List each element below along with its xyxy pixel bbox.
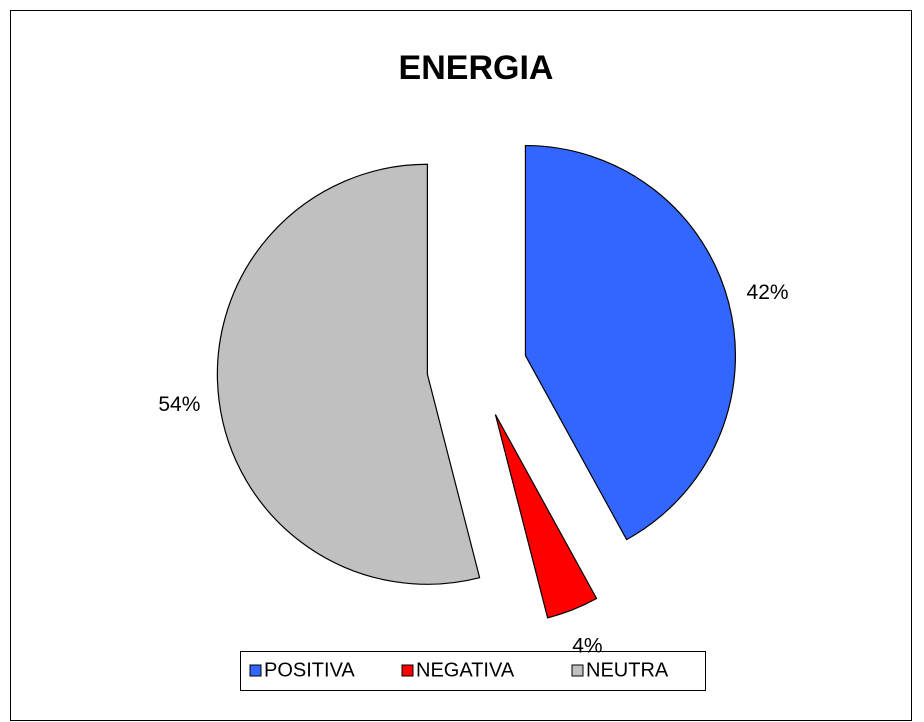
legend-swatch — [571, 664, 584, 677]
legend-label: POSITIVA — [264, 659, 355, 681]
legend-swatch — [249, 664, 262, 677]
chart-border — [10, 10, 912, 721]
pie-slice — [524, 144, 736, 541]
pie-slice — [216, 163, 481, 585]
legend-swatch — [401, 664, 414, 677]
data-label: 42% — [747, 281, 789, 304]
data-label: 4% — [572, 634, 602, 657]
data-label: 54% — [158, 393, 200, 416]
pie-slice — [494, 414, 598, 619]
chart-title: ENERGIA — [399, 49, 554, 87]
legend-label: NEGATIVA — [416, 659, 515, 681]
legend-label: NEUTRA — [586, 659, 669, 681]
legend-box — [240, 651, 706, 691]
